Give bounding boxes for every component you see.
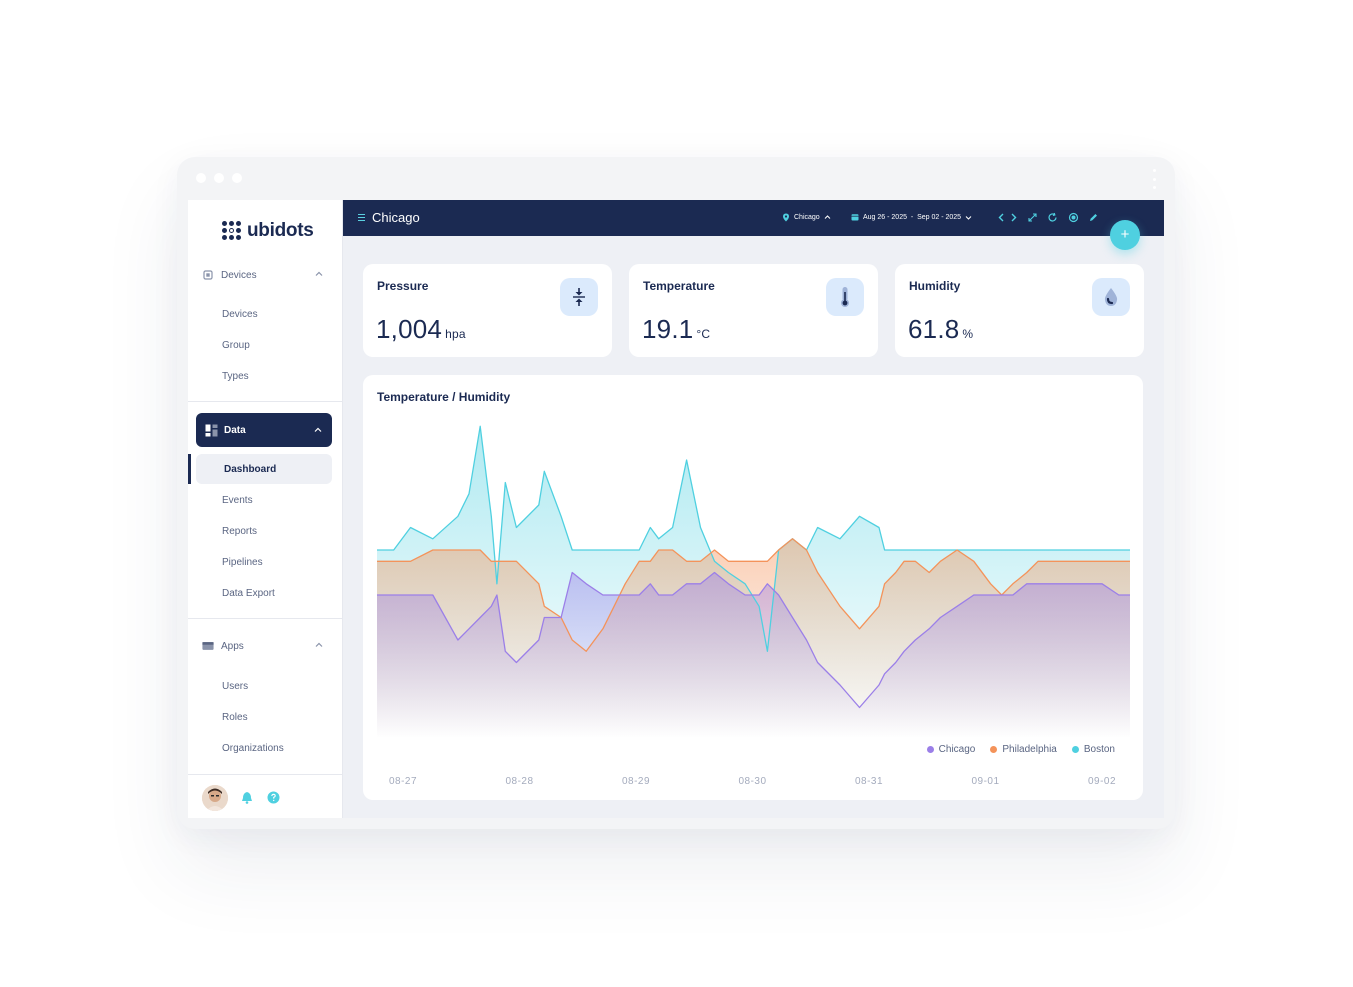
kpi-value: 19.1 °C: [642, 314, 710, 345]
avatar[interactable]: [202, 785, 228, 811]
kpi-number: 61.8: [908, 314, 960, 344]
dashboard-icon: [205, 424, 218, 436]
data-section-label: Data: [224, 424, 246, 436]
sidebar-item-dashboard[interactable]: Dashboard: [196, 454, 332, 484]
data-section-header[interactable]: Data: [196, 413, 332, 447]
x-tick-label: 08-28: [505, 776, 534, 787]
legend-item-chicago[interactable]: Chicago: [926, 744, 976, 755]
sidebar-item-events[interactable]: Events: [222, 495, 253, 506]
kpi-unit: %: [962, 327, 974, 341]
window-dot: [196, 173, 206, 183]
kpi-number: 1,004: [376, 314, 443, 344]
brand-name: ubidots: [247, 220, 314, 241]
previous-range-icon[interactable]: [996, 212, 1007, 223]
x-tick-label: 09-01: [971, 776, 1000, 787]
legend-item-boston[interactable]: Boston: [1071, 744, 1115, 755]
x-tick-label: 08-31: [854, 776, 884, 787]
series-line-philadelphia[interactable]: [377, 538, 1130, 652]
chevron-down-icon: [965, 215, 972, 220]
apps-section-header[interactable]: Apps: [202, 634, 324, 658]
bell-icon[interactable]: [241, 791, 253, 804]
sidebar-divider: [188, 618, 343, 619]
chevron-up-icon: [315, 271, 323, 276]
sidebar-item-group[interactable]: Group: [222, 340, 250, 351]
thermometer-icon: [826, 278, 864, 316]
kpi-value: 1,004 hpa: [376, 314, 466, 345]
active-indicator: [188, 454, 191, 484]
ubidots-logo-icon: [222, 221, 242, 241]
legend-item-philadelphia[interactable]: Philadelphia: [990, 744, 1057, 755]
calendar-icon: [851, 214, 859, 221]
droplet-icon: [1092, 278, 1130, 316]
help-icon[interactable]: [267, 791, 280, 804]
sidebar-item-users[interactable]: Users: [222, 681, 249, 692]
refresh-icon[interactable]: [1047, 212, 1058, 223]
kpi-number: 19.1: [642, 314, 694, 344]
series-line-chicago[interactable]: [377, 571, 1130, 709]
kpi-label: Pressure: [377, 279, 429, 293]
add-widget-button[interactable]: +: [1110, 220, 1140, 250]
sidebar-divider: [188, 401, 343, 402]
location-label: Chicago: [794, 214, 820, 221]
record-icon[interactable]: [1068, 212, 1079, 223]
window-dot: [232, 173, 242, 183]
legend-label: Chicago: [938, 744, 976, 755]
fullscreen-icon[interactable]: [1027, 212, 1038, 223]
kpi-label: Humidity: [909, 279, 961, 293]
x-tick-label: 09-02: [1087, 776, 1117, 787]
chip-icon: [202, 269, 214, 281]
dashboard-title-text: Chicago: [372, 210, 420, 225]
kpi-label: Temperature: [643, 279, 715, 293]
window-menu-icon[interactable]: [1153, 169, 1157, 189]
menu-icon[interactable]: [358, 214, 365, 221]
chart-widget: Temperature / Humidity Chicago Philadelp…: [363, 375, 1143, 800]
kpi-card-temperature: Temperature 19.1 °C: [629, 264, 878, 357]
series-line-boston[interactable]: [377, 425, 1130, 652]
kpi-card-humidity: Humidity 61.8%: [895, 264, 1144, 357]
sidebar-item-organizations[interactable]: Organizations: [222, 743, 284, 754]
chevron-up-icon: [315, 642, 323, 647]
sidebar-item-data-export[interactable]: Data Export: [222, 588, 275, 599]
legend-label: Boston: [1083, 744, 1115, 755]
area-chicago: [377, 572, 1130, 738]
devices-section-header[interactable]: Devices: [202, 263, 324, 287]
dashboard-header: Chicago Chicago Aug 26 - 2025 - Sep 02 -…: [343, 200, 1164, 236]
chevron-up-icon: [314, 427, 322, 432]
location-pin-icon: [783, 213, 789, 222]
legend-label: Philadelphia: [1002, 744, 1057, 755]
x-tick-label: 08-29: [621, 776, 651, 787]
app-container: ubidots Devices Devices Group Types Data…: [188, 200, 1164, 818]
x-tick-label: 08-30: [738, 776, 767, 787]
window-dot: [214, 173, 224, 183]
pressure-icon: [560, 278, 598, 316]
sidebar-item-pipelines[interactable]: Pipelines: [222, 557, 263, 568]
edit-icon[interactable]: [1088, 212, 1099, 223]
sidebar-item-devices[interactable]: Devices: [222, 309, 258, 320]
x-tick-label: 08-27: [388, 776, 418, 787]
dashboard-title[interactable]: Chicago: [358, 210, 420, 225]
logo[interactable]: ubidots: [222, 220, 314, 242]
chart-title: Temperature / Humidity: [377, 390, 511, 404]
area-chart[interactable]: [363, 375, 1143, 800]
sidebar: ubidots Devices Devices Group Types Data…: [188, 200, 343, 818]
sidebar-footer: [188, 774, 343, 818]
next-range-icon[interactable]: [1008, 212, 1019, 223]
chart-legend: Chicago Philadelphia Boston: [926, 744, 1115, 755]
location-selector[interactable]: Chicago: [782, 213, 831, 222]
date-range-label: Aug 26 - 2025 - Sep 02 - 2025: [863, 213, 962, 221]
sidebar-item-types[interactable]: Types: [222, 371, 249, 382]
sidebar-item-roles[interactable]: Roles: [222, 712, 248, 723]
kpi-unit: °C: [696, 327, 711, 341]
sidebar-item-reports[interactable]: Reports: [222, 526, 258, 537]
kpi-value: 61.8%: [908, 314, 973, 345]
devices-section-label: Devices: [221, 269, 257, 281]
kpi-unit: hpa: [445, 327, 466, 341]
date-range-selector[interactable]: Aug 26 - 2025 - Sep 02 - 2025: [851, 213, 972, 221]
apps-section-label: Apps: [221, 640, 244, 652]
chevron-up-icon: [824, 215, 831, 219]
kpi-card-pressure: Pressure 1,004 hpa: [363, 264, 612, 357]
apps-icon: [202, 640, 214, 652]
